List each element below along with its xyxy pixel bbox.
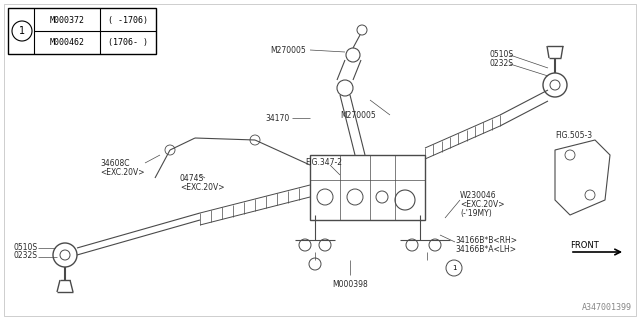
Text: <EXC.20V>: <EXC.20V> [100,167,145,177]
Text: M270005: M270005 [270,45,306,54]
Text: M270005: M270005 [340,110,376,119]
Text: 34166B*A<LH>: 34166B*A<LH> [455,244,516,253]
Text: A347001399: A347001399 [582,303,632,312]
Text: (-'19MY): (-'19MY) [460,209,492,218]
Bar [8,8,156,54]
Text: M000462: M000462 [49,37,84,46]
Text: <EXC.20V>: <EXC.20V> [180,182,225,191]
Text: 34170: 34170 [266,114,290,123]
Text: ( -1706): ( -1706) [108,15,148,25]
Bar [310,155,425,220]
Text: 34608C: 34608C [100,158,129,167]
Text: 0510S: 0510S [14,243,38,252]
Text: 1: 1 [452,265,456,271]
Text: 0232S: 0232S [14,252,38,260]
Text: 0510S: 0510S [490,50,514,59]
Text: <EXC.20V>: <EXC.20V> [460,199,504,209]
Text: 0232S: 0232S [490,59,514,68]
Text: 0474S: 0474S [180,173,204,182]
Text: 34166B*B<RH>: 34166B*B<RH> [455,236,517,244]
Text: (1706- ): (1706- ) [108,37,148,46]
Text: M000372: M000372 [49,15,84,25]
Text: FRONT: FRONT [570,241,599,250]
Text: 1: 1 [19,26,25,36]
Text: M000398: M000398 [332,280,368,289]
Text: FIG.347-2: FIG.347-2 [305,158,342,167]
Text: W230046: W230046 [460,190,497,199]
Text: FIG.505-3: FIG.505-3 [555,131,592,140]
